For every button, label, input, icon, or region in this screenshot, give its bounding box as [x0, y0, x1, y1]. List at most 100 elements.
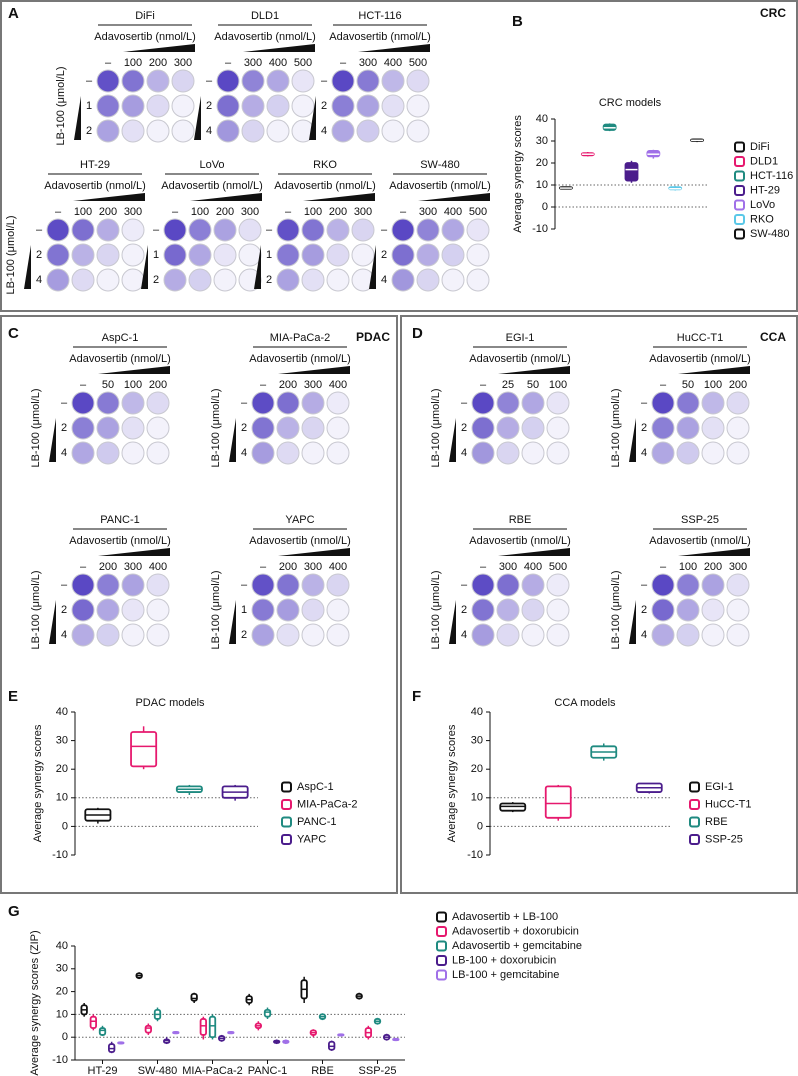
- box: [544, 785, 572, 819]
- drug-label: Adavosertib (nmol/L): [274, 180, 376, 192]
- well: [171, 119, 195, 143]
- well: [216, 119, 240, 143]
- dose-label: 50: [527, 379, 539, 391]
- well: [326, 416, 350, 440]
- well: [676, 391, 700, 415]
- well: [241, 94, 265, 118]
- row-label: 2: [381, 249, 387, 261]
- dose-label: 400: [444, 206, 462, 218]
- plate-name: SW-480: [420, 159, 460, 171]
- legend-swatch: [734, 156, 745, 167]
- well: [188, 218, 212, 242]
- dose-label: 500: [469, 206, 487, 218]
- well: [471, 623, 495, 647]
- panel-tag: CCA: [760, 330, 786, 344]
- well: [213, 243, 237, 267]
- conc-wedge: [629, 418, 636, 462]
- plate-ylabel: LB-100 (μmol/L): [30, 570, 42, 649]
- x-tick-label: SSP-25: [359, 1065, 397, 1076]
- panel-frame: [400, 315, 798, 894]
- row-label: 1: [153, 249, 159, 261]
- well: [146, 598, 170, 622]
- well: [701, 573, 725, 597]
- dose-label: 300: [124, 561, 142, 573]
- y-tick-label: 20: [536, 157, 548, 169]
- x-tick-label: MIA-PaCa-2: [182, 1065, 243, 1076]
- drug-label: Adavosertib (nmol/L): [94, 31, 196, 43]
- panel-tag: PDAC: [356, 330, 390, 344]
- well: [251, 598, 275, 622]
- well: [46, 218, 70, 242]
- row-label: –: [36, 224, 43, 236]
- dose-label: 50: [102, 379, 114, 391]
- dose-label: 500: [294, 57, 312, 69]
- well: [121, 94, 145, 118]
- drug-label: Adavosertib (nmol/L): [44, 180, 146, 192]
- y-tick-label: -10: [467, 849, 483, 861]
- y-tick-label: 0: [542, 201, 548, 213]
- dose-label: 200: [329, 206, 347, 218]
- plate-ylabel: LB-100 (μmol/L): [5, 215, 17, 294]
- y-tick-label: 40: [56, 940, 68, 952]
- plate-name: RBE: [509, 514, 532, 526]
- legend-label: SSP-25: [705, 833, 743, 845]
- drug-label: Adavosertib (nmol/L): [329, 31, 431, 43]
- y-tick-label: -10: [532, 223, 548, 235]
- dose-label: 300: [174, 57, 192, 69]
- plate-name: AspC-1: [102, 332, 139, 344]
- dose-wedge: [190, 193, 262, 201]
- legend-swatch: [734, 228, 745, 240]
- well: [71, 441, 95, 465]
- well: [96, 623, 120, 647]
- y-tick-label: -10: [52, 849, 68, 861]
- plate-ylabel: LB-100 (μmol/L): [610, 388, 622, 467]
- dose-label: 400: [329, 561, 347, 573]
- dose-label: 200: [279, 379, 297, 391]
- dose-label: 400: [329, 379, 347, 391]
- y-tick-label: 10: [471, 792, 483, 804]
- drug-label: Adavosertib (nmol/L): [469, 353, 571, 365]
- plate-name: SSP-25: [681, 514, 719, 526]
- dose-label: 300: [354, 206, 372, 218]
- legend-label: DLD1: [750, 155, 778, 167]
- well: [96, 69, 120, 93]
- dose-label: 300: [419, 206, 437, 218]
- well: [416, 218, 440, 242]
- well: [301, 441, 325, 465]
- dose-label: 100: [679, 561, 697, 573]
- well: [356, 69, 380, 93]
- well: [651, 391, 675, 415]
- dose-label: 200: [149, 57, 167, 69]
- drug-label: Adavosertib (nmol/L): [469, 535, 571, 547]
- well: [213, 218, 237, 242]
- row-label: 2: [461, 422, 467, 434]
- well: [331, 119, 355, 143]
- legend-swatch: [436, 911, 447, 923]
- well: [471, 598, 495, 622]
- row-label: 2: [321, 100, 327, 112]
- well: [251, 623, 275, 647]
- legend-swatch: [436, 969, 447, 981]
- well: [496, 598, 520, 622]
- row-label: 4: [461, 447, 467, 459]
- well: [726, 391, 750, 415]
- well: [163, 218, 187, 242]
- plate-ylabel: LB-100 (μmol/L): [55, 66, 67, 145]
- well: [216, 94, 240, 118]
- dose-label: 300: [241, 206, 259, 218]
- well: [146, 119, 170, 143]
- conc-wedge: [449, 418, 456, 462]
- row-label: 2: [86, 125, 92, 137]
- conc-wedge: [194, 96, 201, 140]
- dose-label: –: [480, 561, 487, 573]
- well: [351, 218, 375, 242]
- well: [146, 441, 170, 465]
- panel-letter: D: [412, 325, 423, 342]
- well: [676, 598, 700, 622]
- dose-label: 200: [729, 379, 747, 391]
- well: [121, 391, 145, 415]
- well: [471, 441, 495, 465]
- well: [163, 243, 187, 267]
- y-tick-label: -10: [52, 1054, 68, 1066]
